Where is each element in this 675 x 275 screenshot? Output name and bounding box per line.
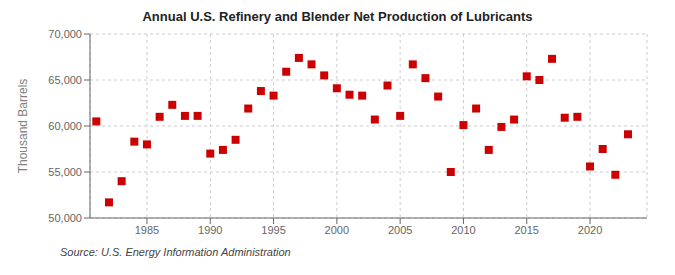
svg-text:60,000: 60,000 <box>48 120 82 132</box>
svg-text:55,000: 55,000 <box>48 166 82 178</box>
svg-text:Thousand Barrels: Thousand Barrels <box>16 79 30 174</box>
svg-text:1990: 1990 <box>198 224 222 236</box>
html-text:Annual U.S. Refinery and Blend: Annual U.S. Refinery and Blender Net Pro… <box>142 9 533 24</box>
svg-text:2020: 2020 <box>578 224 602 236</box>
svg-text:2015: 2015 <box>514 224 538 236</box>
svg-text:2010: 2010 <box>451 224 475 236</box>
svg-text:2000: 2000 <box>325 224 349 236</box>
svg-text:65,000: 65,000 <box>48 74 82 86</box>
svg-text:50,000: 50,000 <box>48 212 82 224</box>
svg-text:1995: 1995 <box>261 224 285 236</box>
svg-text:1985: 1985 <box>135 224 159 236</box>
html-text:Source: U.S. Energy Informatio: Source: U.S. Energy Information Administ… <box>60 246 291 258</box>
svg-text:70,000: 70,000 <box>48 28 82 40</box>
svg-text:2005: 2005 <box>388 224 412 236</box>
